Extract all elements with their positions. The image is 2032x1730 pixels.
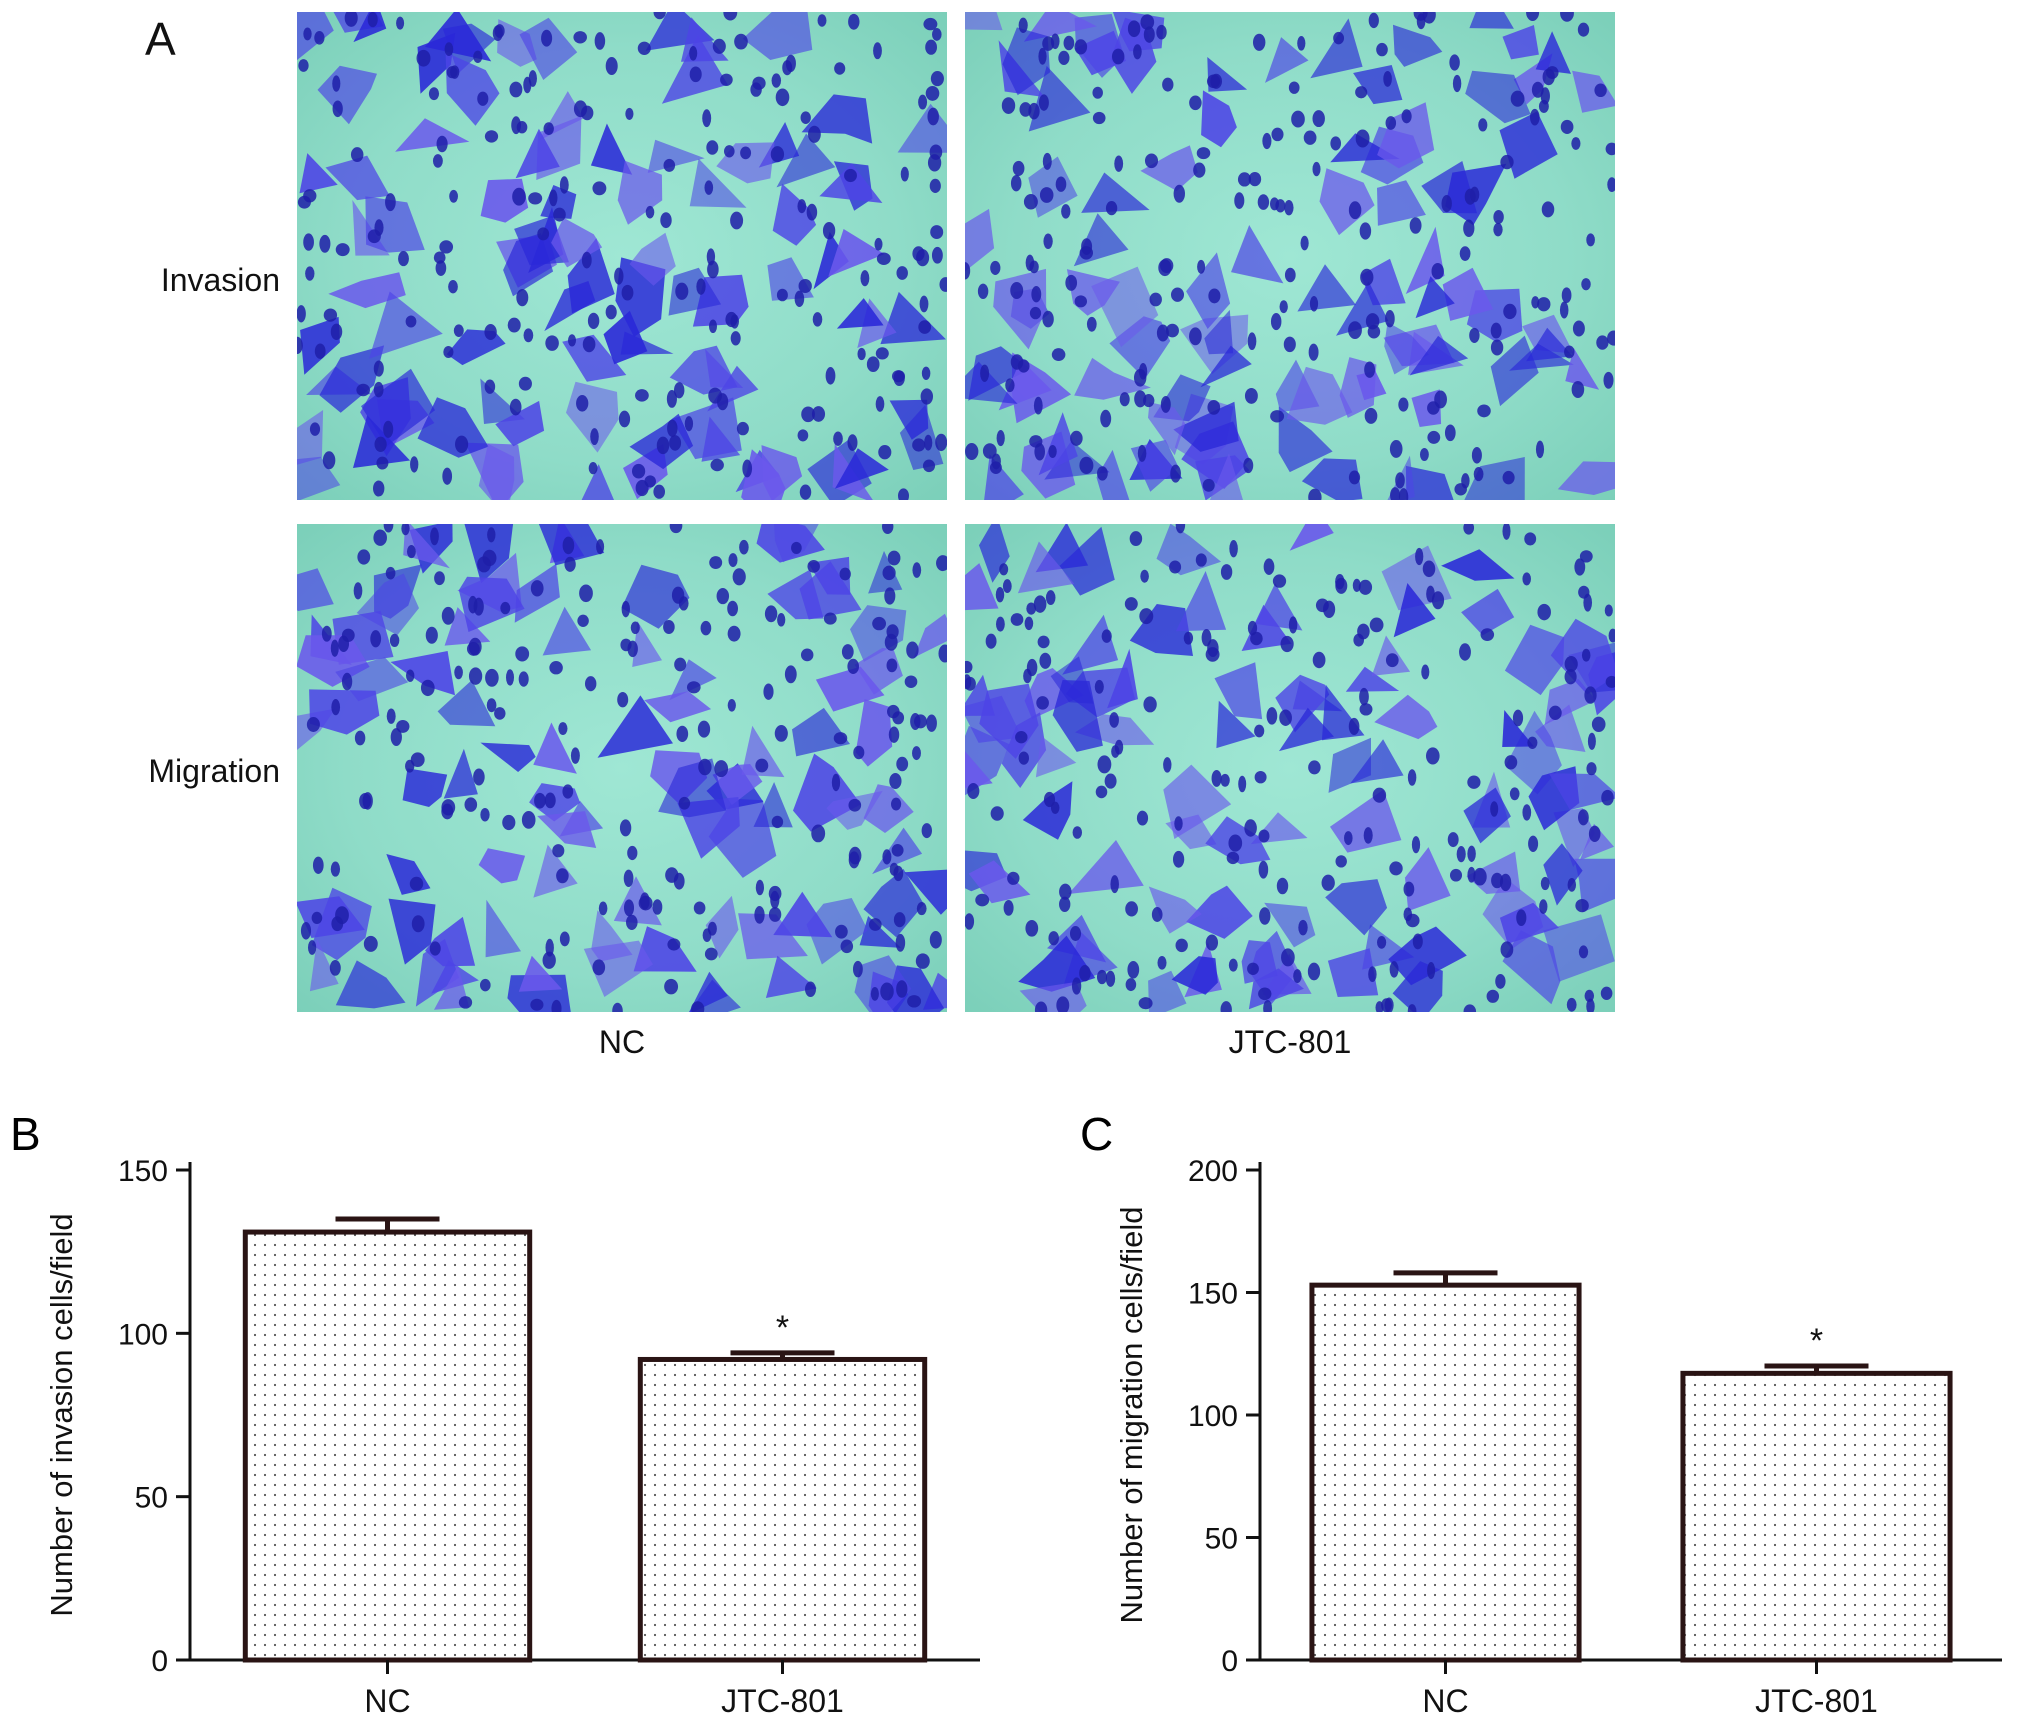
chart-c-panel-letter: C <box>1080 1108 1113 1160</box>
chart-c-y-tick-label: 0 <box>1221 1645 1238 1678</box>
chart-c-y-axis-label: Number of migration cells/field <box>1114 1207 1149 1624</box>
chart-b-y-tick-label: 0 <box>151 1645 168 1678</box>
chart-b-y-tick-label: 100 <box>118 1318 168 1351</box>
chart-c-y-tick-label: 100 <box>1188 1400 1238 1433</box>
chart-b-x-tick-label: JTC-801 <box>721 1683 844 1719</box>
chart-c-y-tick-label: 50 <box>1205 1523 1238 1556</box>
chart-c-y-tick-label: 200 <box>1188 1155 1238 1188</box>
cell-texture <box>965 524 1615 1012</box>
chart-b-y-tick-label: 150 <box>118 1155 168 1188</box>
chart-c-y-tick-label: 150 <box>1188 1278 1238 1311</box>
chart-b-x-tick-label: NC <box>364 1683 410 1719</box>
cell-texture <box>297 12 947 500</box>
chart-b-y-axis-label: Number of invasion cells/field <box>44 1213 79 1616</box>
chart-b-significance-marker: * <box>776 1309 789 1347</box>
col-label-jtc801: JTC-801 <box>1228 1024 1352 1060</box>
chart-c-x-tick-label: JTC-801 <box>1755 1683 1878 1719</box>
col-label-nc: NC <box>598 1024 646 1060</box>
micrograph-invasion-jtc801 <box>965 12 1615 500</box>
chart-c-bar-1 <box>1680 1370 1953 1663</box>
chart-b-bar-1 <box>637 1356 928 1663</box>
panel-a-letter: A <box>145 13 176 65</box>
micrograph-migration-jtc801 <box>965 524 1615 1012</box>
row-label-invasion: Invasion <box>160 262 280 298</box>
chart-b-bar-0 <box>242 1229 533 1663</box>
chart-b-panel-letter: B <box>10 1108 41 1160</box>
chart-b: B 0 50 100 150 Number of invasion cells/field… <box>10 1108 980 1719</box>
cell-texture <box>297 524 947 1012</box>
chart-c: C 0 50 100 150 200 Number of migration cells/f… <box>1080 1108 2002 1719</box>
chart-c-significance-marker: * <box>1810 1322 1823 1360</box>
micrograph-migration-nc <box>297 524 947 1012</box>
chart-c-x-tick-label: NC <box>1422 1683 1468 1719</box>
chart-b-y-tick-label: 50 <box>135 1482 168 1515</box>
row-label-migration: Migration <box>148 753 280 789</box>
cell-texture <box>965 12 1615 500</box>
micrograph-invasion-nc <box>297 12 947 500</box>
chart-c-bar-0 <box>1309 1282 1582 1663</box>
